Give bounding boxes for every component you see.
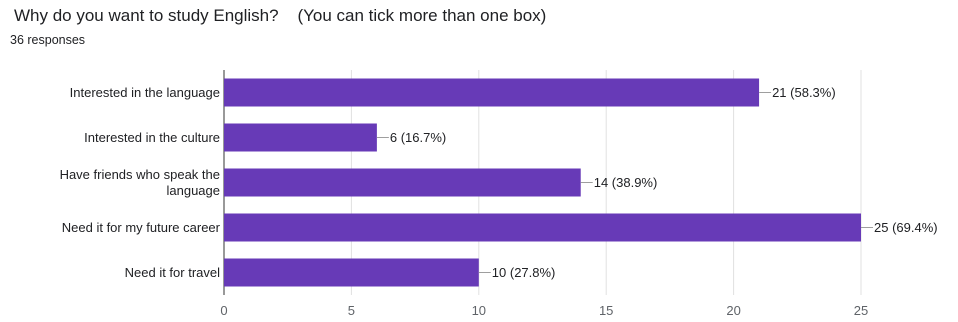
bar-2	[224, 168, 581, 197]
response-count: 36 responses	[10, 33, 86, 47]
data-label-2: 14 (38.9%)	[594, 175, 658, 190]
x-tick-label-20: 20	[726, 303, 740, 318]
category-label-2-line-1: language	[167, 183, 221, 198]
bar-1	[224, 123, 377, 152]
data-label-3: 25 (69.4%)	[874, 220, 938, 235]
category-label-2-line-0: Have friends who speak the	[60, 167, 220, 182]
category-label-3: Need it for my future career	[62, 220, 221, 235]
x-tick-label-10: 10	[472, 303, 486, 318]
bar-0	[224, 78, 760, 107]
category-label-0: Interested in the language	[70, 85, 220, 100]
bar-4	[224, 258, 479, 287]
category-label-1: Interested in the culture	[84, 130, 220, 145]
x-tick-label-0: 0	[220, 303, 227, 318]
labels: 0 5 10 15 20 25 21 (58.3%) Interested in the la…	[60, 85, 938, 318]
x-tick-label-5: 5	[348, 303, 355, 318]
data-label-1: 6 (16.7%)	[390, 130, 446, 145]
x-tick-label-25: 25	[854, 303, 868, 318]
bars	[224, 78, 861, 287]
category-label-4: Need it for travel	[125, 265, 220, 280]
bar-3	[224, 213, 861, 242]
chart-title: Why do you want to study English? (You c…	[14, 6, 547, 25]
data-label-0: 21 (58.3%)	[772, 85, 836, 100]
data-label-4: 10 (27.8%)	[492, 265, 556, 280]
x-tick-label-15: 15	[599, 303, 613, 318]
